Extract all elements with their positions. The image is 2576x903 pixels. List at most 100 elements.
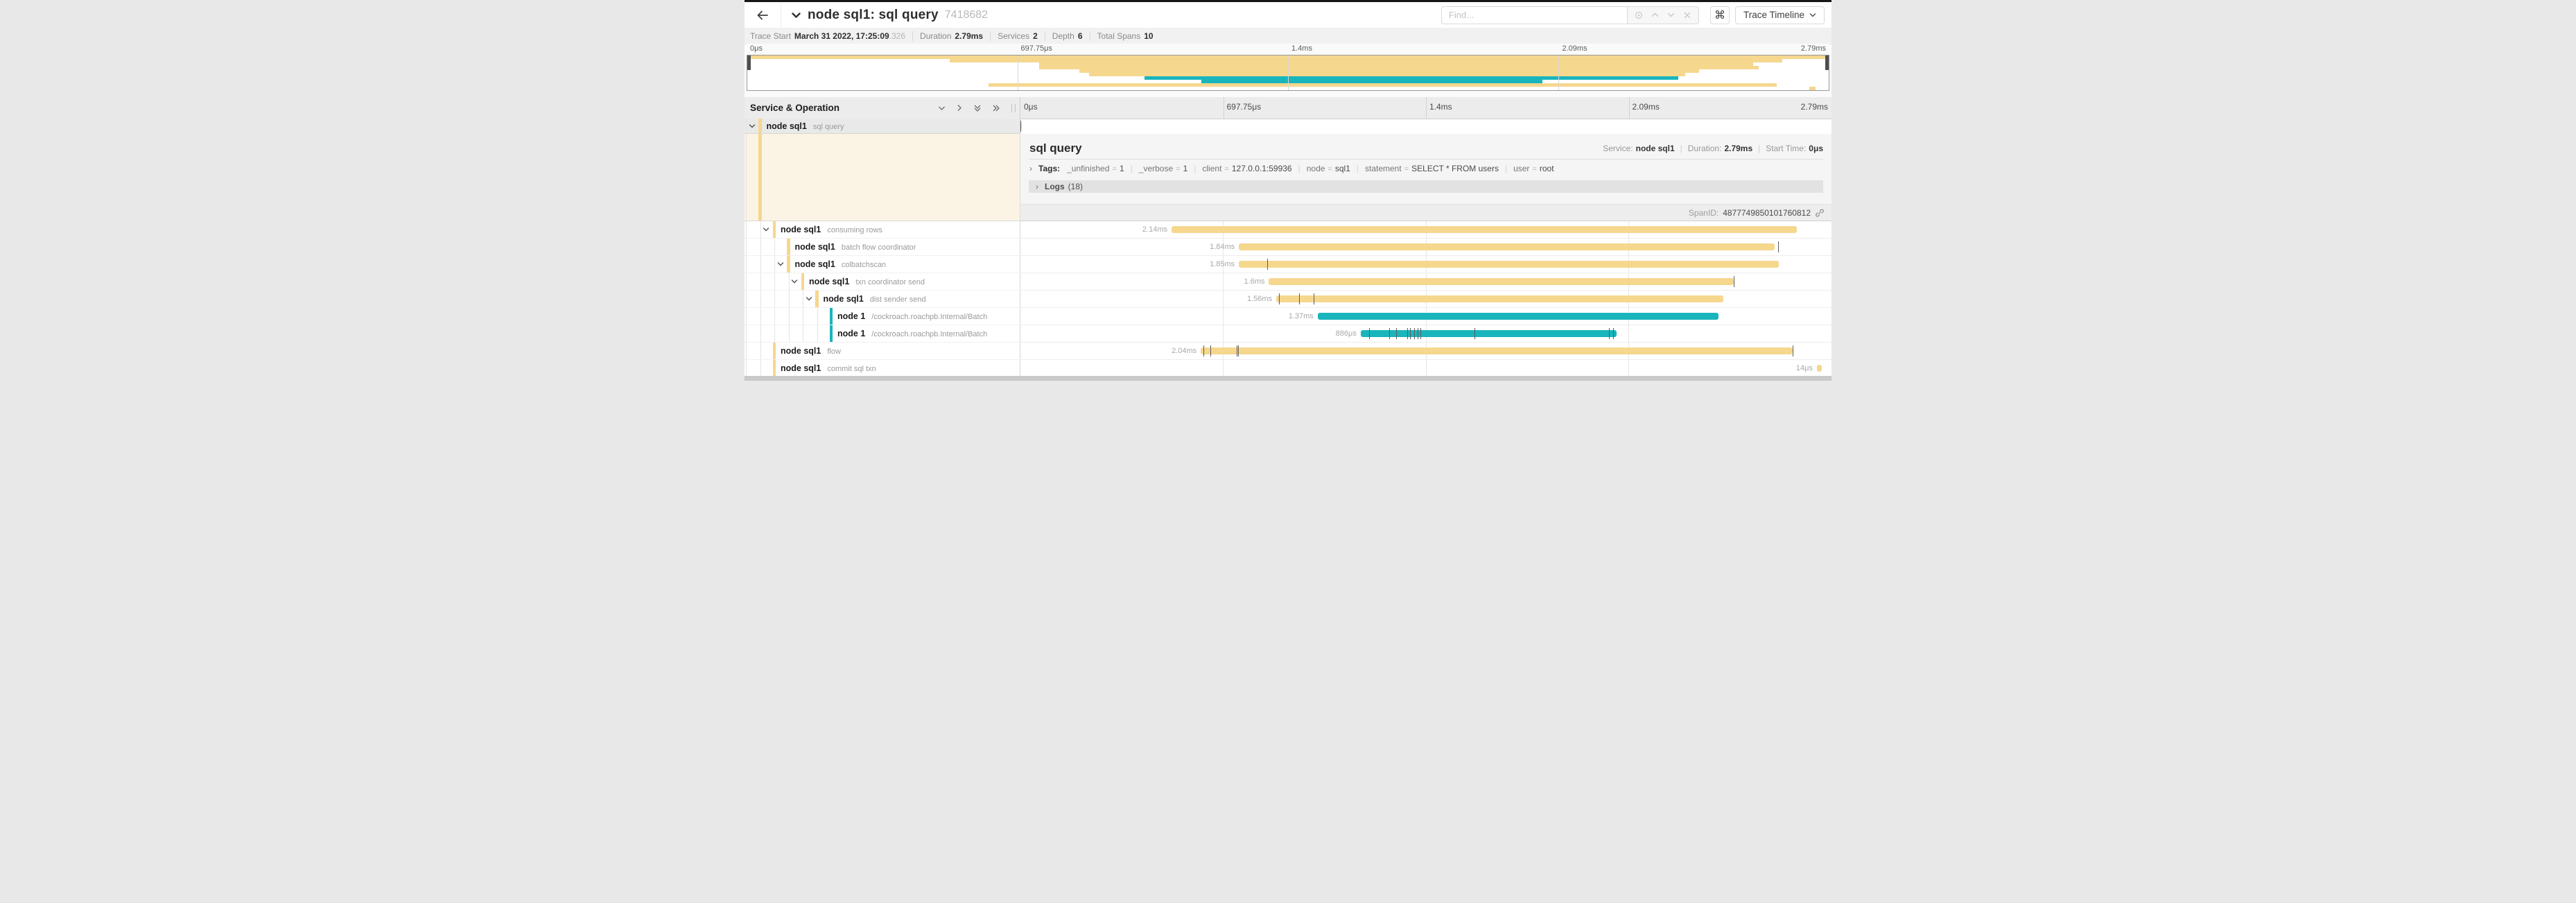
tree-guide-line <box>746 119 747 133</box>
tree-guide-line <box>774 308 775 325</box>
locate-icon[interactable] <box>1633 10 1644 21</box>
log-marker-tick <box>1278 293 1280 304</box>
minimap-span <box>1039 66 1759 69</box>
span-bar[interactable] <box>1239 243 1775 250</box>
tree-item[interactable]: node sql1 consuming rows <box>745 221 1020 239</box>
span-graph[interactable]: 1.37ms <box>1020 308 1831 325</box>
tree-chevron-icon[interactable] <box>749 123 756 129</box>
collapse-all-icon[interactable] <box>973 103 982 113</box>
timeline-minimap[interactable] <box>747 55 1829 91</box>
expand-all-icon[interactable] <box>991 103 1001 113</box>
clear-find-icon[interactable] <box>1682 10 1693 21</box>
prev-match-icon[interactable] <box>1649 10 1660 21</box>
tree-chevron-icon[interactable] <box>791 279 798 285</box>
span-graph[interactable]: 886μs <box>1020 325 1831 343</box>
tree-chevron-icon[interactable] <box>806 296 812 302</box>
logs-label: Logs <box>1045 182 1065 191</box>
log-marker-tick <box>1020 120 1021 132</box>
detail-meta-value: 2.79ms <box>1724 144 1753 153</box>
trace-meta-value: 6 <box>1077 31 1083 41</box>
service-name: node sql1 <box>823 294 864 304</box>
tree-chevron-icon[interactable] <box>763 227 769 233</box>
keyboard-shortcuts-button[interactable]: ⌘ <box>1709 6 1730 24</box>
tree-item[interactable]: node sql1 batch flow coordinator <box>745 239 1020 256</box>
column-resize-gripper[interactable] <box>1011 103 1016 112</box>
service-color-bar <box>815 291 819 307</box>
span-bar[interactable] <box>1360 330 1617 337</box>
tree-guide-line <box>760 221 761 238</box>
minimap-left-drag-handle[interactable] <box>747 55 751 70</box>
expand-one-icon[interactable] <box>955 103 964 112</box>
trace-timeline-label: Trace Timeline <box>1743 10 1804 20</box>
tree-item[interactable]: node 1/cockroach.roachpb.Internal/Batch <box>745 308 1020 325</box>
span-bar[interactable] <box>1201 347 1793 354</box>
service-operation-header: Service & Operation <box>745 97 1020 119</box>
tree-item[interactable]: node sql1 commit sql txn <box>745 360 1020 376</box>
span-bar[interactable] <box>1276 295 1724 302</box>
span-graph[interactable]: 2.14ms <box>1020 221 1831 239</box>
timeline-ruler: 0μs 697.75μs 1.4ms 2.09ms 2.79ms <box>1020 97 1831 119</box>
minimap-span <box>1144 76 1679 80</box>
span-duration-label: 14μs <box>1795 364 1813 372</box>
trace-meta-label: Total Spans <box>1097 31 1141 41</box>
span-bar[interactable] <box>1171 226 1797 233</box>
span-graph[interactable]: 1.84ms <box>1020 239 1831 256</box>
tag-separator: | <box>1356 164 1359 173</box>
operation-name: txn coordinator send <box>855 278 925 286</box>
span-graph[interactable]: 14μs <box>1020 360 1831 376</box>
tag-item: node = sql1 <box>1307 164 1350 173</box>
tree-item[interactable]: node sql1 dist sender send <box>745 291 1020 308</box>
grid-line <box>1558 55 1559 90</box>
operation-name: batch flow coordinator <box>841 243 916 252</box>
span-id-label: SpanID: <box>1688 207 1719 218</box>
operation-name: commit sql txn <box>827 365 876 373</box>
service-color-bar <box>772 360 776 376</box>
trace-title-block: node sql1: sql query 7418682 <box>791 8 988 23</box>
tree-guide-line <box>788 291 790 307</box>
tree-chevron-icon[interactable] <box>777 261 784 268</box>
detail-meta-item: Service: node sql1 <box>1603 144 1674 153</box>
tree-item[interactable]: node sql1 colbatchscan <box>745 256 1020 273</box>
tree-guide-line <box>774 273 775 290</box>
span-graph[interactable]: 1.56ms <box>1020 291 1831 308</box>
span-graph[interactable]: 1.6ms <box>1020 273 1831 291</box>
title-chevron-down-icon[interactable] <box>791 10 801 20</box>
tree-item[interactable]: node 1/cockroach.roachpb.Internal/Batch <box>745 325 1020 343</box>
log-marker-tick <box>1414 328 1416 339</box>
tag-value: SELECT * FROM users <box>1411 164 1499 173</box>
tags-row[interactable]: › Tags: _unfinished = 1 | _verbose = 1 | client =… <box>1020 160 1831 176</box>
trace-meta-label: Trace Start <box>750 31 791 41</box>
trace-meta-label: Depth <box>1052 31 1074 41</box>
trace-timeline-view-button[interactable]: Trace Timeline <box>1734 6 1825 24</box>
tree-item[interactable]: node sql1 flow <box>745 343 1020 360</box>
span-bar[interactable] <box>1816 365 1822 372</box>
tree-item[interactable]: node sql1 sql query <box>745 119 1020 134</box>
logs-chevron-icon: › <box>1036 182 1038 191</box>
logs-row[interactable]: › Logs (18) <box>1029 180 1823 193</box>
collapse-one-icon[interactable] <box>937 104 946 112</box>
minimap-span <box>1079 69 1699 73</box>
tag-key: _verbose <box>1138 164 1174 173</box>
back-button[interactable] <box>745 2 781 28</box>
copy-link-icon[interactable] <box>1815 208 1825 218</box>
next-match-icon[interactable] <box>1666 10 1677 21</box>
service-color-bar <box>829 325 833 342</box>
tag-equals: = <box>1404 165 1409 173</box>
span-bar[interactable] <box>1020 122 1022 130</box>
find-input[interactable] <box>1441 6 1628 24</box>
tag-value: root <box>1539 164 1554 173</box>
page-header: node sql1: sql query 7418682 <box>745 2 1831 28</box>
tag-separator: | <box>1298 164 1300 173</box>
minimap-band <box>745 55 1831 97</box>
span-graph[interactable]: 1.85ms <box>1020 256 1831 273</box>
span-graph[interactable]: 2.04ms <box>1020 343 1831 360</box>
span-bar[interactable] <box>1317 313 1719 320</box>
span-bar[interactable] <box>1269 278 1734 285</box>
time-axis-label: 1.4ms <box>1429 102 1452 112</box>
span-id-value: 4877749850101760812 <box>1723 207 1811 218</box>
minimap-right-drag-handle[interactable] <box>1825 55 1829 70</box>
tree-item[interactable]: node sql1 txn coordinator send <box>745 273 1020 291</box>
span-bar[interactable] <box>1239 261 1779 268</box>
grid-line <box>1628 97 1630 119</box>
tag-value: 127.0.0.1:59936 <box>1231 164 1292 173</box>
